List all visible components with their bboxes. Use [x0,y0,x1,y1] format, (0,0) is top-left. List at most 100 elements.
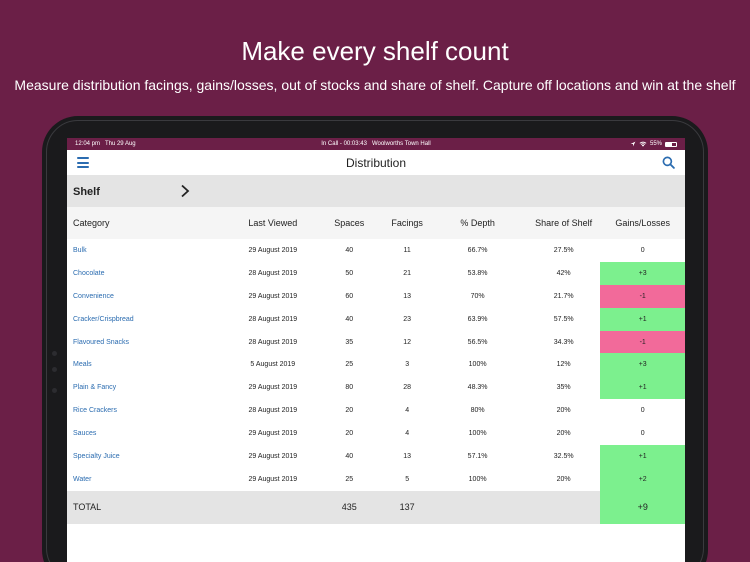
marketing-headline: Make every shelf count [241,36,509,66]
row-spaces: 20 [345,407,354,415]
row-category[interactable]: Specialty Juice [73,452,120,460]
app-screen: 12:04 pm Thu 29 Aug In Call - 00:03:43 W… [67,138,685,562]
table-row[interactable]: Meals 5 August 2019 25 3 100% 12% +3 [67,353,685,377]
distribution-table: Category Last Viewed Spaces Facings % De… [67,207,685,524]
row-category[interactable]: Rice Crackers [73,407,117,415]
page-title: Distribution [345,155,407,170]
row-share: 34.3% [553,338,574,346]
table-row[interactable]: Flavoured Snacks 28 August 2019 35 12 56.5% 3… [67,330,685,354]
column-header-depth[interactable]: % Depth [460,218,495,228]
column-header-last-viewed[interactable]: Last Viewed [248,218,298,228]
chevron-right-icon[interactable] [179,184,191,198]
row-facings: 13 [403,452,412,460]
row-last-viewed: 29 August 2019 [248,475,298,483]
search-icon[interactable] [662,156,675,169]
row-facings: 3 [405,361,410,369]
row-last-viewed: 29 August 2019 [248,292,298,300]
wifi-icon [639,141,647,147]
status-time: 12:04 pm [75,141,101,147]
total-facings: 137 [399,502,415,513]
table-row[interactable]: Convenience 29 August 2019 60 13 70% 21.7% -1 [67,284,685,308]
row-facings: 28 [403,384,412,392]
row-last-viewed: 28 August 2019 [248,407,298,415]
row-facings: 4 [405,407,410,415]
table-row[interactable]: Water 29 August 2019 25 5 100% 20% +2 [67,467,685,491]
row-category[interactable]: Chocolate [73,269,105,277]
column-header-category[interactable]: Category [73,218,110,228]
row-category[interactable]: Water [73,475,92,483]
side-button-dot [52,388,57,393]
table-row[interactable]: Bulk 29 August 2019 40 11 66.7% 27.5% 0 [67,239,685,262]
row-gains: +1 [600,445,685,468]
total-label: TOTAL [73,502,102,513]
row-gains: 0 [640,246,645,254]
status-time-date: 12:04 pm Thu 29 Aug [75,141,136,147]
location-icon [630,141,636,147]
shelf-selector[interactable]: Shelf [67,176,685,207]
row-depth: 100% [468,361,487,369]
row-category[interactable]: Meals [73,361,92,369]
row-facings: 12 [403,338,412,346]
row-facings: 4 [405,430,410,438]
row-depth: 53.8% [467,269,488,277]
row-gains: -1 [600,330,685,354]
row-gains: 0 [640,407,645,415]
hamburger-icon[interactable] [77,157,89,168]
row-depth: 56.5% [467,338,488,346]
status-date: Thu 29 Aug [104,141,136,147]
row-depth: 63.9% [467,315,488,323]
row-share: 20% [556,430,571,438]
side-button-dot [52,351,57,356]
total-gains: +9 [600,490,685,524]
row-share: 20% [556,475,571,483]
row-share: 12% [556,361,571,369]
column-header-share[interactable]: Share of Shelf [535,218,593,228]
row-spaces: 25 [345,475,354,483]
row-depth: 66.7% [467,246,488,254]
row-depth: 80% [470,407,485,415]
column-header-gains[interactable]: Gains/Losses [615,218,670,228]
row-category[interactable]: Flavoured Snacks [73,338,130,346]
row-last-viewed: 5 August 2019 [250,361,296,369]
row-facings: 11 [403,246,411,254]
row-last-viewed: 29 August 2019 [248,430,298,438]
row-category[interactable]: Sauces [73,430,97,438]
status-call-info[interactable]: In Call - 00:03:43 Woolworths Town Hall [67,141,685,147]
table-row[interactable]: Rice Crackers 28 August 2019 20 4 80% 20% 0 [67,399,685,422]
table-header-row: Category Last Viewed Spaces Facings % De… [67,207,685,239]
row-depth: 100% [468,475,487,483]
row-spaces: 25 [345,361,354,369]
row-spaces: 20 [345,430,354,438]
row-spaces: 40 [345,315,354,323]
table-row[interactable]: Cracker/Crispbread 28 August 2019 40 23 63.9… [67,307,685,331]
total-row: TOTAL 435 137 +9 [67,490,685,524]
table-row[interactable]: Chocolate 28 August 2019 50 21 53.8% 42% +3 [67,261,685,285]
row-last-viewed: 29 August 2019 [248,452,298,460]
total-spaces: 435 [341,502,357,513]
row-share: 57.5% [553,315,574,323]
row-gains: +1 [600,307,685,331]
row-depth: 70% [470,292,485,300]
row-share: 21.7% [553,292,574,300]
table-row[interactable]: Plain & Fancy 29 August 2019 80 28 48.3% 35% +… [67,376,685,400]
row-facings: 23 [403,315,412,323]
row-spaces: 40 [345,452,354,460]
row-category[interactable]: Convenience [73,292,114,300]
battery-icon [665,141,677,147]
row-category[interactable]: Plain & Fancy [73,384,117,392]
row-category[interactable]: Cracker/Crispbread [73,315,134,323]
row-spaces: 60 [345,292,354,300]
row-last-viewed: 28 August 2019 [248,315,298,323]
row-last-viewed: 29 August 2019 [248,384,298,392]
row-facings: 21 [403,269,412,277]
column-header-facings[interactable]: Facings [391,218,423,228]
column-header-spaces[interactable]: Spaces [334,218,365,228]
table-row[interactable]: Sauces 29 August 2019 20 4 100% 20% 0 [67,422,685,445]
row-category[interactable]: Bulk [73,246,87,254]
row-share: 20% [556,407,571,415]
side-button-dot [52,367,57,372]
table-row[interactable]: Specialty Juice 29 August 2019 40 13 57.1% 32… [67,445,685,468]
status-indicators: 55% [630,141,677,147]
row-spaces: 35 [345,338,354,346]
row-spaces: 50 [345,269,354,277]
